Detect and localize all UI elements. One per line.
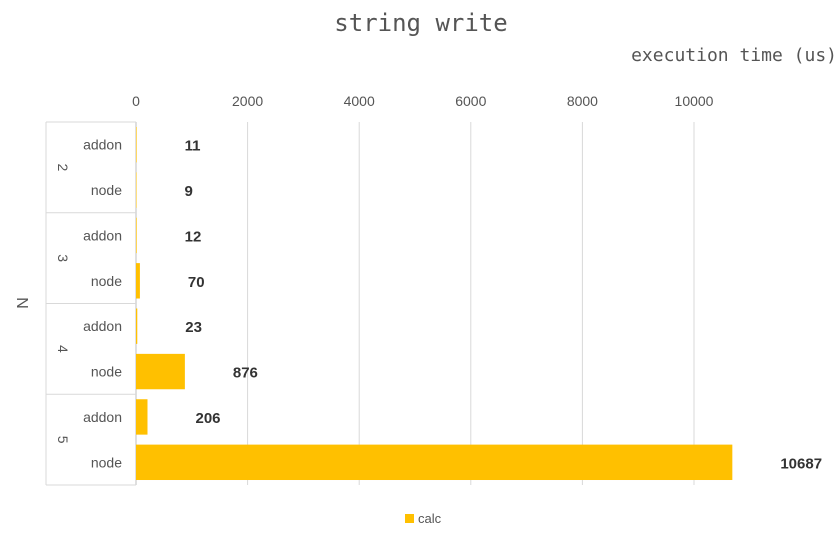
x-tick-label: 10000: [675, 93, 714, 109]
group-label: 5: [55, 436, 71, 444]
category-label: addon: [83, 318, 122, 334]
category-label: node: [91, 454, 122, 470]
data-label: 11: [185, 138, 201, 155]
gridlines: [135, 122, 695, 485]
data-label: 70: [188, 274, 205, 291]
bar: [136, 399, 148, 435]
x-tick-labels: 0 2000 4000 6000 8000 10000: [132, 93, 714, 109]
data-label: 23: [185, 319, 202, 336]
x-tick-label: 2000: [232, 93, 263, 109]
x-tick-label: 6000: [455, 93, 486, 109]
data-label: 10687: [780, 455, 822, 472]
category-label: addon: [83, 137, 122, 153]
bar: [136, 126, 137, 163]
bars: [136, 126, 733, 481]
group-label: 2: [55, 163, 71, 171]
data-labels: 11 9 12 70 23 876 206 10687: [185, 138, 823, 473]
bar: [136, 263, 140, 299]
chart-title: string write: [334, 9, 507, 37]
category-label: addon: [83, 227, 122, 243]
legend-swatch: [405, 514, 414, 523]
y-axis-label: N: [15, 297, 32, 309]
x-tick-label: 0: [132, 93, 140, 109]
data-label: 12: [185, 228, 202, 245]
bar: [136, 444, 733, 481]
bar: [136, 217, 137, 254]
category-label: node: [91, 182, 122, 198]
bar: [136, 353, 185, 390]
data-label: 9: [185, 183, 193, 200]
category-label: addon: [83, 409, 122, 425]
group-label: 3: [55, 254, 71, 262]
group-label: 4: [55, 345, 71, 353]
bar: [136, 172, 137, 208]
data-label: 206: [195, 410, 220, 427]
legend: calc: [405, 511, 442, 526]
bar: [136, 308, 138, 344]
x-tick-label: 4000: [344, 93, 375, 109]
x-axis-label: execution time (us): [631, 45, 837, 66]
data-label: 876: [233, 365, 258, 382]
category-axis-frame: [45, 121, 137, 486]
category-labels: 2 addon node 3 addon node 4 addon node 5 addon node: [55, 137, 122, 471]
x-tick-label: 8000: [567, 93, 598, 109]
legend-label: calc: [418, 511, 442, 526]
category-label: node: [91, 273, 122, 289]
category-label: node: [91, 364, 122, 380]
